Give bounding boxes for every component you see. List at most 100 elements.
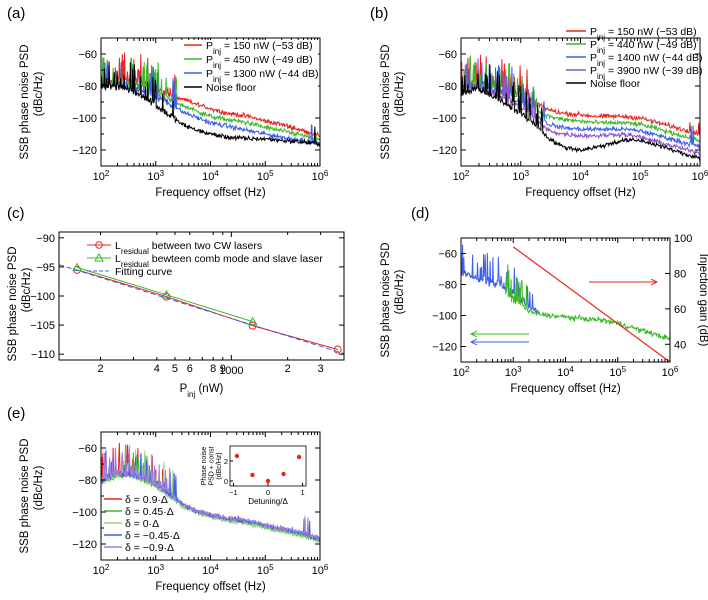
x-tick-label: 6 — [187, 363, 193, 375]
series-line-1 — [505, 264, 670, 341]
x-tick-base: 10 — [453, 171, 465, 183]
series-line-1 — [461, 55, 700, 143]
y-axis-label: SSB phase noise PSD — [380, 242, 392, 357]
gain-line — [512, 246, 670, 362]
panel-label: (a) — [7, 5, 25, 22]
legend-entry: Pinj = 450 nW (−49 dB) — [206, 54, 313, 70]
y-tick-label: −80 — [78, 81, 97, 93]
x-tick-exp: 6 — [324, 563, 329, 572]
legend-entry-main: L — [115, 253, 121, 265]
y-axis-unit: (dBc/Hz) — [394, 71, 406, 116]
legend-entry-rest: = 450 nW (−49 dB) — [221, 54, 313, 66]
y-tick-label: −100 — [72, 113, 97, 125]
legend-entry: Pinj = 440 nW (−49 dB) — [590, 39, 697, 55]
x-axis-label: Frequency offset (Hz) — [525, 187, 636, 199]
legend-entry: Noise floor — [206, 82, 257, 94]
x-tick-label: 104 — [202, 563, 219, 578]
legend: δ = 0.9·Δδ = 0.45·Δδ = 0·Δδ = −0.45·Δδ =… — [104, 494, 180, 554]
x-axis-label-rest: (nW) — [195, 383, 223, 395]
y-tick-label: −110 — [31, 349, 55, 361]
legend-entry-rest: = 3900 nW (−39 dB) — [605, 65, 702, 77]
data-point-circle — [333, 345, 342, 354]
x-tick-label: 106 — [312, 563, 329, 578]
x-tick-base: 10 — [557, 367, 569, 379]
x-tick-label: 105 — [632, 169, 649, 184]
x-tick-base: 10 — [505, 367, 517, 379]
legend-entry: Pinj = 3900 nW (−39 dB) — [590, 65, 703, 81]
inset-point — [296, 454, 302, 460]
x-tick-label: 106 — [312, 169, 329, 184]
legend-entry: Lresidual between two CW lasers — [115, 240, 262, 256]
x-tick-label: 2 — [97, 363, 103, 375]
legend-entry: Pinj = 1300 nW (−44 dB) — [206, 68, 319, 84]
plot-area — [461, 244, 670, 362]
panel-e: (e)102 103 104 105 106−60−80−100−120Frequenc… — [7, 405, 329, 593]
legend-entry-main: P — [206, 54, 213, 66]
y-tick-label: −120 — [72, 145, 97, 157]
legend-entry-main: P — [590, 26, 597, 38]
x-tick-exp: 5 — [269, 169, 274, 178]
x-tick-label: 106 — [662, 365, 679, 380]
legend-entry-sub: residual — [121, 247, 149, 256]
legend-entry-rest: = 1400 nW (−44 dB) — [605, 52, 702, 64]
y2-tick-label: 100 — [674, 233, 692, 245]
x-tick-exp: 2 — [465, 365, 470, 374]
x-tick-base: 10 — [572, 171, 584, 183]
series-line-2 — [58, 264, 345, 355]
x-tick-base: 10 — [632, 171, 644, 183]
legend-entry-sub: inj — [597, 33, 605, 42]
x-tick-base: 10 — [512, 171, 524, 183]
legend-entry: δ = 0.45·Δ — [125, 506, 174, 518]
x-tick-exp: 2 — [105, 169, 110, 178]
y-axis-label: SSB phase noise PSD — [7, 246, 19, 361]
panel-label: (b) — [370, 5, 388, 22]
legend-entry-sub: inj — [597, 59, 605, 68]
series-line-2 — [461, 62, 700, 150]
x-tick-base: 10 — [312, 565, 324, 577]
legend-entry: Pinj = 150 nW (−53 dB) — [590, 26, 697, 42]
legend: Lresidual between two CW lasersLresidual… — [87, 240, 323, 278]
y-tick-label: −80 — [438, 81, 457, 93]
legend-marker-circle — [95, 241, 103, 249]
panel-b: (b)102 103 104 105 106−60−80−100−120Frequenc… — [370, 5, 708, 199]
legend-entry-rest: = 1300 nW (−44 dB) — [221, 68, 318, 80]
x-tick-label: 103 — [147, 169, 164, 184]
inset-y-label: (dBc/Hz) — [216, 452, 223, 479]
legend-entry-rest: Noise floor — [206, 82, 257, 94]
y-tick-label: −60 — [78, 443, 97, 455]
legend-entry-rest: = 150 nW (−53 dB) — [221, 40, 313, 52]
y-tick-label: −120 — [432, 342, 457, 354]
legend-entry: δ = 0.9·Δ — [125, 494, 168, 506]
x-tick-label: 103 — [505, 365, 522, 380]
x-tick-base: 10 — [312, 171, 324, 183]
y2-tick-label: 40 — [674, 339, 686, 351]
legend-entry: Pinj = 150 nW (−53 dB) — [206, 40, 313, 56]
series-line-3 — [101, 61, 320, 148]
x-tick-label: 3 — [318, 363, 324, 375]
inset-y-label: PSD + const — [209, 446, 216, 485]
plot-area — [101, 52, 320, 148]
x-axis-label: Pinj (nW) — [180, 383, 224, 399]
legend-entry: Pinj = 1400 nW (−44 dB) — [590, 52, 703, 68]
y-tick-label: −120 — [432, 145, 457, 157]
series-line-1 — [101, 57, 320, 142]
y-tick-label: −80 — [438, 280, 457, 292]
x-tick-label: 103 — [147, 563, 164, 578]
legend: Pinj = 150 nW (−53 dB)Pinj = 440 nW (−49… — [566, 26, 703, 90]
inset-x-tick-label: −1 — [229, 488, 238, 497]
y-axis-label: SSB phase noise PSD — [380, 44, 392, 159]
x-tick-exp: 5 — [622, 365, 627, 374]
y2-tick-label: 80 — [674, 268, 686, 280]
data-point-circle — [248, 321, 257, 330]
legend-entry: Fitting curve — [115, 266, 172, 278]
x-tick-base: 10 — [93, 565, 105, 577]
inset-point — [250, 472, 255, 478]
series-line-0 — [76, 269, 338, 350]
x-tick-exp: 5 — [644, 169, 649, 178]
x-tick-label: 102 — [453, 169, 470, 184]
x-tick-base: 10 — [257, 565, 269, 577]
inset-y-label: Phase noise — [201, 447, 208, 486]
series-line-2 — [101, 447, 320, 544]
